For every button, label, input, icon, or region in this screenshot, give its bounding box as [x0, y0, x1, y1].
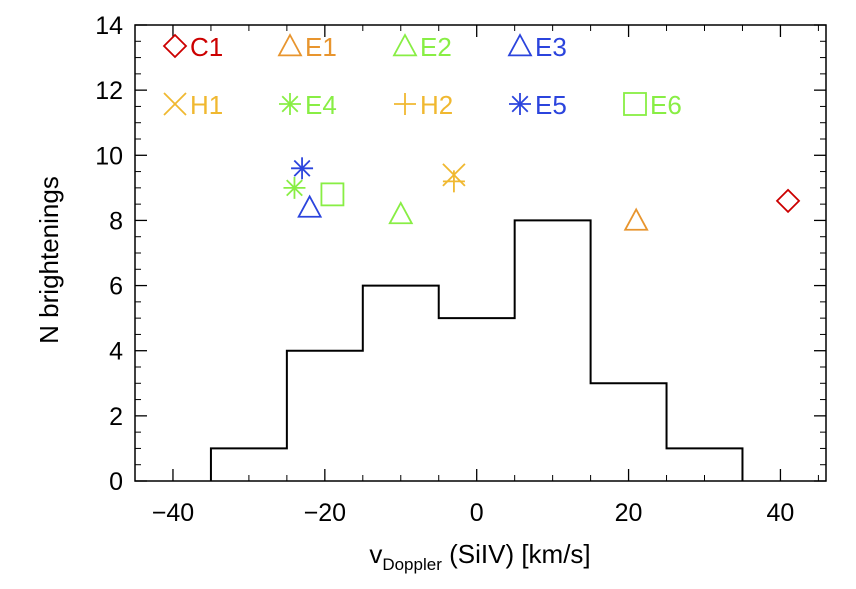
histogram-bin: [363, 286, 439, 481]
x-axis-label: vDoppler (SiIV) [km/s]: [369, 539, 590, 574]
legend-symbol-e2: [392, 33, 418, 57]
y-tick-label: 8: [109, 207, 123, 235]
y-tick-label: 10: [95, 142, 123, 170]
legend-label: E2: [420, 32, 452, 62]
legend-label: H2: [420, 90, 453, 120]
legend-item-e5: E5: [509, 90, 567, 120]
triangle-symbol: [507, 33, 533, 57]
histogram-bin: [667, 448, 743, 481]
x-axis-label-suffix: (SiIV) [km/s]: [442, 539, 591, 569]
histogram-bin: [287, 351, 363, 481]
legend-item-e2: E2: [392, 32, 452, 62]
marker-h2: [442, 170, 465, 193]
legend-label: E3: [535, 32, 567, 62]
legend-item-h2: H2: [394, 90, 453, 120]
legend-item-c1: C1: [162, 32, 223, 62]
legend-label: E4: [305, 90, 337, 120]
legend-symbol-h1: [163, 92, 187, 116]
diamond-symbol: [162, 33, 188, 59]
marker-e3: [297, 194, 323, 218]
legend-label: E6: [650, 90, 682, 120]
legend-item-e4: E4: [279, 90, 337, 120]
x-axis-label-main: v: [369, 539, 382, 569]
square-symbol: [623, 92, 647, 116]
histogram-bin: [515, 220, 591, 481]
legend-item-e3: E3: [507, 32, 567, 62]
asterisk-stroke: [293, 159, 311, 177]
x-tick-label: 20: [615, 499, 643, 527]
y-tick-label: 2: [109, 403, 123, 431]
legend-symbol-e1: [277, 33, 303, 57]
legend-label: H1: [190, 90, 223, 120]
legend-symbol-c1: [162, 33, 188, 59]
legend-label: C1: [190, 32, 223, 62]
x-axis-label-subscript: Doppler: [382, 555, 442, 574]
x-tick-label: 0: [470, 499, 484, 527]
marker-e2: [388, 201, 414, 225]
marker-e5: [291, 157, 314, 180]
triangle-symbol: [388, 201, 414, 225]
legend-symbol-e3: [507, 33, 533, 57]
histogram-series: [209, 219, 744, 481]
event-markers: [283, 157, 801, 231]
histogram-bin: [211, 448, 287, 481]
cross-stroke: [163, 92, 187, 116]
y-tick-label: 0: [109, 468, 123, 496]
legend-symbol-e5: [509, 93, 531, 115]
y-tick-label: 6: [109, 273, 123, 301]
marker-e4: [283, 176, 306, 199]
marker-c1: [775, 188, 801, 214]
y-tick-label: 12: [95, 77, 123, 105]
legend-symbol-e6: [623, 92, 647, 116]
legend-symbol-h2: [394, 93, 416, 115]
asterisk-stroke: [286, 179, 303, 197]
legend-item-h1: H1: [163, 90, 223, 120]
legend-symbol-e4: [279, 93, 301, 115]
asterisk-stroke: [511, 95, 529, 113]
histogram-outline: [209, 219, 744, 481]
triangle-symbol: [297, 194, 323, 218]
legend-label: E1: [305, 32, 337, 62]
x-tick-label: 40: [767, 499, 795, 527]
x-tick-label: −40: [152, 499, 194, 527]
x-tick-label: −20: [304, 499, 346, 527]
y-tick-label: 4: [109, 338, 123, 366]
y-tick-label: 14: [95, 12, 123, 40]
axis-ticks: −40 −20 0 20 40 0 2 4 6 8 10 12 14: [95, 12, 826, 527]
square-symbol: [320, 182, 345, 207]
triangle-symbol: [277, 33, 303, 57]
histogram-bin: [439, 318, 515, 481]
y-axis-label: N brightenings: [34, 176, 64, 344]
legend-label: E5: [535, 90, 567, 120]
triangle-symbol: [623, 207, 649, 231]
histogram-bin: [591, 383, 667, 481]
legend: C1 E1 E2 E3 H1 E4 H2 E5 E6: [162, 32, 682, 120]
marker-e6: [320, 182, 345, 207]
diamond-symbol: [775, 188, 801, 214]
asterisk-stroke: [281, 95, 299, 113]
triangle-symbol: [392, 33, 418, 57]
marker-e1: [623, 207, 649, 231]
legend-item-e1: E1: [277, 32, 337, 62]
legend-item-e6: E6: [623, 90, 682, 120]
